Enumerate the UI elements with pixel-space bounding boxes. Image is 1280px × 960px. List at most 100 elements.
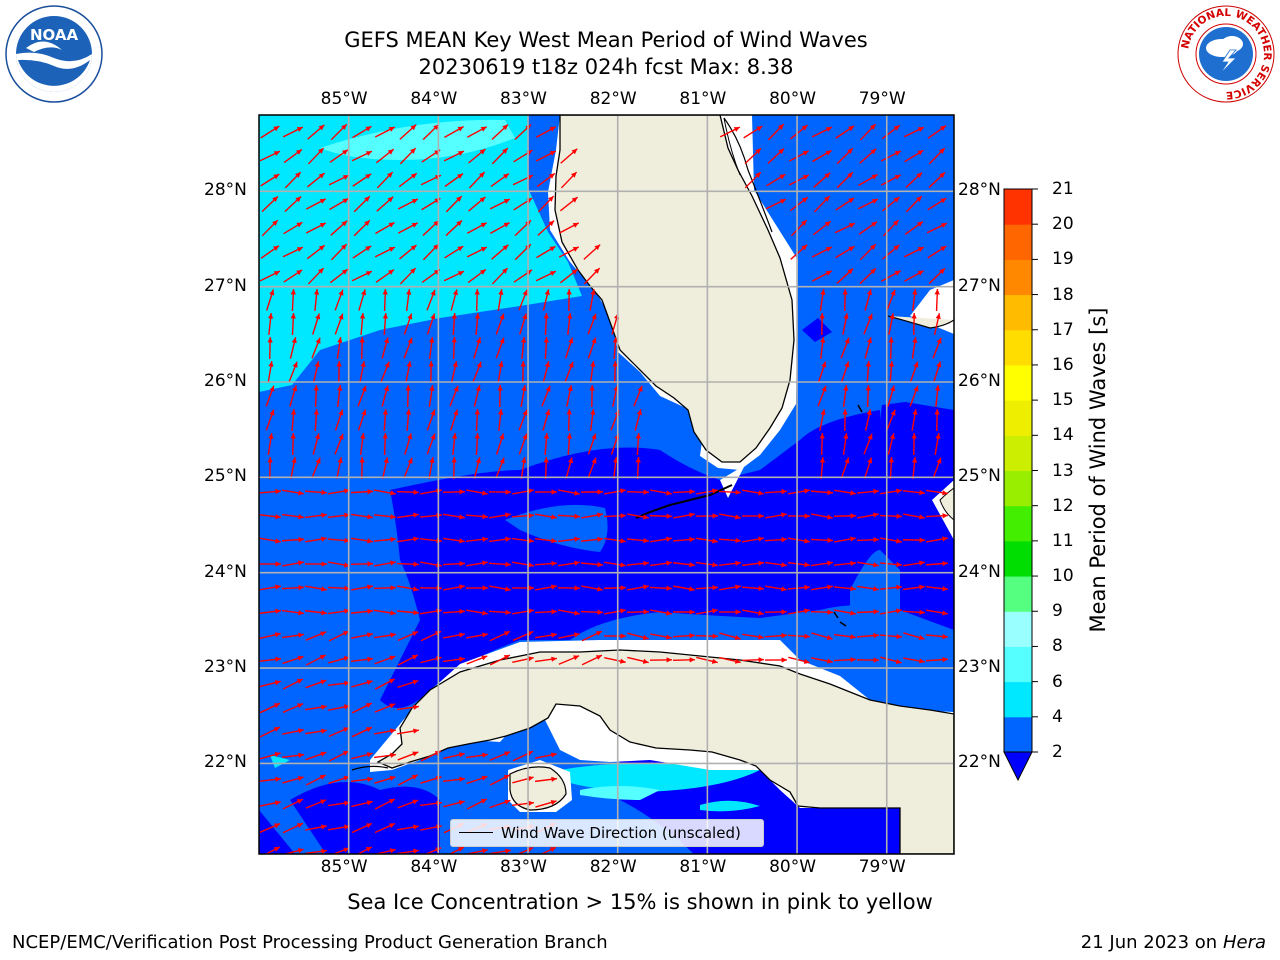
wave-direction-arrow	[511, 537, 535, 544]
wave-direction-arrow	[396, 489, 420, 495]
wave-direction-arrow	[542, 409, 551, 431]
wave-direction-arrow	[859, 148, 877, 164]
wave-direction-arrow	[329, 149, 349, 163]
wave-direction-arrow	[373, 536, 397, 543]
wave-direction-arrow	[305, 751, 327, 761]
wave-direction-arrow	[842, 288, 848, 312]
wave-direction-arrow	[443, 537, 465, 544]
wave-direction-arrow	[559, 196, 579, 212]
wave-direction-arrow	[581, 585, 603, 592]
wave-direction-arrow	[859, 123, 877, 141]
wave-direction-arrow	[472, 361, 482, 383]
wave-direction-arrow	[466, 489, 488, 496]
wave-direction-arrow	[376, 171, 394, 189]
wave-direction-arrow	[626, 489, 650, 495]
wave-direction-arrow	[375, 269, 395, 283]
wave-direction-arrow	[558, 222, 580, 234]
wave-direction-arrow	[879, 561, 903, 568]
wave-direction-arrow	[497, 289, 504, 311]
wave-direction-arrow	[810, 537, 834, 543]
wave-direction-arrow	[449, 385, 459, 407]
wave-direction-arrow	[583, 244, 601, 260]
wave-direction-arrow	[351, 632, 373, 639]
wave-direction-arrow	[911, 456, 918, 480]
wave-direction-arrow	[451, 336, 457, 360]
wave-direction-arrow	[448, 846, 465, 854]
wave-direction-arrow	[336, 337, 343, 359]
lat-tick-label: 26°N	[958, 370, 1001, 391]
wave-direction-arrow	[764, 537, 788, 543]
wave-direction-arrow	[581, 654, 603, 666]
wave-direction-arrow	[305, 631, 327, 641]
wave-direction-arrow	[398, 172, 418, 188]
wave-direction-arrow	[589, 409, 596, 431]
colorbar-tick-label: 21	[1052, 179, 1074, 199]
wave-direction-arrow	[397, 848, 419, 854]
wave-direction-arrow	[307, 147, 325, 165]
wave-direction-arrow	[467, 222, 487, 234]
wave-direction-arrow	[350, 656, 374, 663]
wave-direction-arrow	[543, 336, 549, 360]
wave-direction-arrow	[374, 489, 396, 496]
wave-direction-arrow	[490, 222, 510, 234]
wave-direction-arrow	[405, 361, 412, 383]
wave-direction-arrow	[305, 728, 327, 735]
wave-direction-arrow	[374, 246, 396, 258]
wave-direction-arrow	[359, 336, 365, 360]
wave-direction-arrow	[491, 267, 509, 285]
wave-direction-arrow	[604, 608, 626, 615]
wave-direction-arrow	[857, 561, 879, 568]
footer-host: Hera	[1222, 932, 1266, 953]
wave-direction-arrow	[856, 488, 880, 495]
wave-direction-arrow	[535, 656, 557, 663]
wave-direction-arrow	[812, 220, 832, 236]
wave-direction-arrow	[673, 585, 695, 592]
wave-direction-arrow	[534, 537, 558, 544]
colorbar-tick-label: 14	[1052, 425, 1074, 446]
colorbar	[1003, 188, 1038, 782]
wave-direction-arrow	[819, 312, 825, 336]
wave-direction-arrow	[353, 195, 371, 213]
wave-direction-arrow	[399, 244, 417, 260]
colorbar-tick-label: 10	[1052, 566, 1074, 587]
wave-direction-arrow	[281, 585, 305, 591]
colorbar-segment	[1004, 505, 1032, 542]
wave-direction-arrow	[813, 195, 831, 213]
wave-direction-arrow	[833, 585, 857, 592]
wave-direction-arrow	[489, 536, 511, 543]
colorbar-tick-label: 12	[1052, 495, 1074, 516]
wave-direction-arrow	[744, 147, 762, 165]
wave-direction-arrow	[290, 457, 297, 479]
wave-direction-arrow	[290, 408, 297, 432]
wave-direction-arrow	[489, 799, 511, 809]
wave-direction-arrow	[627, 632, 649, 640]
wave-direction-arrow	[305, 654, 327, 666]
wave-direction-arrow	[306, 244, 326, 260]
wave-direction-arrow	[311, 457, 321, 479]
wave-direction-arrow	[359, 433, 366, 455]
wave-direction-arrow	[650, 609, 672, 616]
wave-direction-arrow	[313, 384, 319, 408]
wave-direction-arrow	[511, 585, 535, 591]
wave-direction-arrow	[886, 409, 896, 431]
wave-direction-arrow	[358, 289, 367, 311]
wave-direction-arrow	[835, 197, 855, 211]
colorbar-segment	[1004, 716, 1032, 753]
wave-direction-arrow	[489, 774, 511, 786]
wave-direction-arrow	[359, 312, 366, 336]
wave-direction-arrow	[405, 288, 412, 312]
wave-direction-arrow	[518, 289, 528, 311]
wave-direction-arrow	[304, 489, 328, 495]
wave-direction-arrow	[836, 171, 854, 189]
wave-direction-arrow	[926, 489, 948, 496]
wave-direction-arrow	[903, 126, 925, 138]
wave-direction-arrow	[863, 457, 873, 479]
wave-direction-arrow	[903, 513, 925, 520]
wave-direction-arrow	[351, 150, 373, 162]
wave-direction-arrow	[817, 361, 827, 383]
wave-direction-arrow	[495, 337, 505, 359]
wave-direction-arrow	[612, 360, 618, 384]
wave-direction-arrow	[587, 313, 597, 335]
wave-direction-arrow	[422, 123, 440, 141]
